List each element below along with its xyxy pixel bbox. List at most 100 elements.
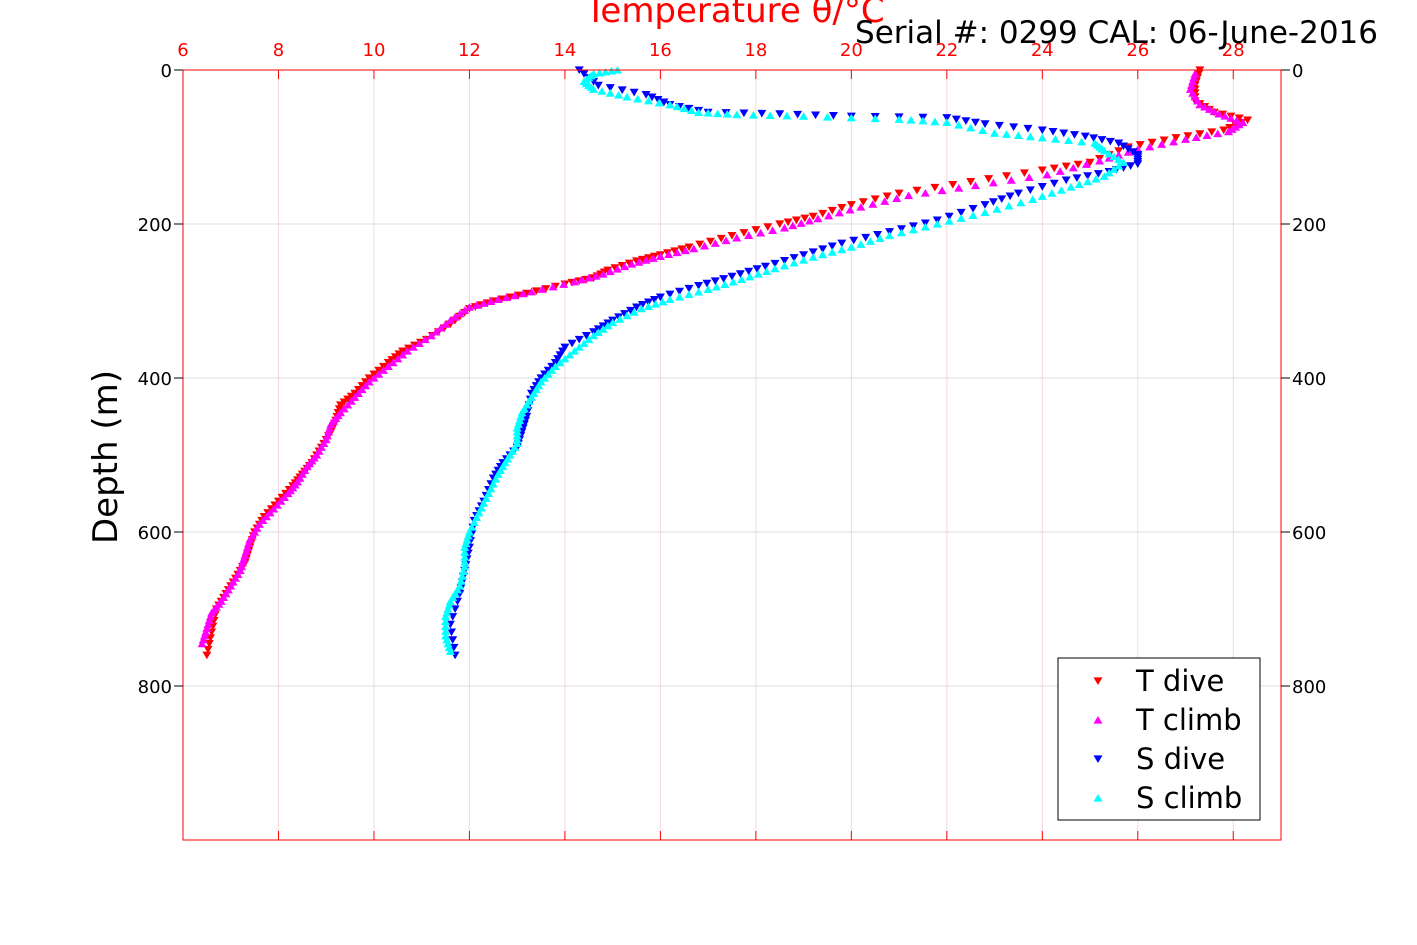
data-point: [441, 320, 451, 328]
data-point: [379, 366, 389, 374]
data-point: [739, 109, 749, 118]
data-point: [805, 216, 815, 225]
data-point: [643, 96, 653, 105]
data-point: [444, 601, 454, 609]
data-point: [447, 628, 457, 637]
data-point: [906, 116, 916, 124]
data-point: [918, 116, 928, 125]
data-point: [1214, 109, 1224, 118]
x-tick-label: 14: [553, 40, 576, 61]
data-point: [584, 273, 594, 282]
data-point: [908, 225, 918, 234]
data-point: [775, 110, 785, 118]
data-point: [894, 115, 904, 123]
data-point: [722, 110, 732, 118]
data-point: [735, 270, 745, 278]
data-point: [235, 566, 245, 575]
data-point: [486, 484, 496, 493]
data-point: [1200, 102, 1210, 111]
data-point: [834, 208, 844, 217]
data-point: [1066, 182, 1076, 191]
data-point: [531, 287, 541, 296]
data-point: [1202, 131, 1212, 140]
data-point: [770, 259, 780, 268]
legend-marker: [1093, 755, 1103, 764]
data-point: [512, 427, 522, 436]
data-point: [486, 297, 496, 305]
x-tick-label: 26: [1126, 40, 1149, 61]
data-point: [643, 302, 653, 310]
legend-marker: [1093, 793, 1103, 802]
data-point: [1188, 77, 1198, 86]
data-point: [799, 251, 809, 259]
data-point: [988, 198, 998, 206]
data-point: [408, 343, 418, 351]
data-point: [436, 323, 446, 332]
data-point: [398, 350, 408, 359]
data-point: [515, 416, 525, 424]
y-tick-label-right: 400: [1292, 369, 1326, 390]
x-tick-label: 20: [840, 40, 863, 61]
data-point: [245, 535, 255, 544]
data-point: [1191, 133, 1201, 141]
data-point: [694, 287, 704, 296]
data-point: [216, 597, 226, 605]
data-point: [1145, 142, 1155, 151]
data-point: [1037, 133, 1047, 142]
y-tick-label-left: 800: [138, 677, 172, 698]
data-point: [845, 205, 855, 214]
data-point: [581, 332, 591, 340]
data-point: [956, 214, 966, 222]
data-point: [827, 242, 837, 251]
data-point: [491, 475, 501, 483]
data-point: [1213, 129, 1223, 138]
data-point: [892, 194, 902, 202]
data-point: [605, 89, 615, 97]
data-point: [591, 271, 601, 280]
legend: T dive T climb S dive S climb: [1057, 657, 1261, 821]
data-point: [448, 636, 458, 644]
data-point: [627, 259, 637, 268]
data-point: [713, 109, 723, 118]
data-point: [321, 435, 331, 444]
data-point: [1009, 123, 1019, 132]
data-point: [702, 279, 712, 288]
data-point: [1209, 107, 1219, 116]
data-point: [510, 443, 520, 451]
data-point: [951, 115, 961, 124]
data-point: [497, 295, 507, 304]
data-point: [930, 117, 940, 126]
data-point: [633, 94, 643, 103]
data-point: [763, 223, 773, 231]
legend-label: S climb: [1136, 781, 1242, 815]
data-point: [484, 489, 494, 498]
data-point: [529, 389, 539, 397]
data-point: [374, 370, 384, 378]
data-point: [954, 121, 964, 129]
data-point: [1055, 167, 1065, 175]
data-point: [694, 108, 704, 116]
data-point: [944, 217, 954, 225]
data-point: [550, 362, 560, 371]
data-point: [634, 258, 644, 266]
data-point: [1016, 198, 1026, 207]
data-point: [272, 501, 282, 509]
data-point: [479, 299, 489, 307]
data-point: [441, 631, 451, 640]
data-point: [800, 214, 810, 223]
data-point: [453, 585, 462, 594]
data-point: [868, 200, 878, 208]
data-point: [677, 245, 687, 254]
data-point: [404, 344, 414, 353]
data-point: [620, 262, 630, 271]
data-point: [593, 328, 603, 336]
data-point: [932, 219, 942, 228]
data-point: [846, 201, 856, 209]
data-point: [912, 186, 922, 195]
data-point: [1037, 166, 1047, 175]
data-point: [414, 339, 424, 347]
data-point: [574, 335, 584, 344]
data-point: [510, 291, 520, 300]
data-point: [711, 282, 721, 291]
data-point: [460, 543, 470, 551]
